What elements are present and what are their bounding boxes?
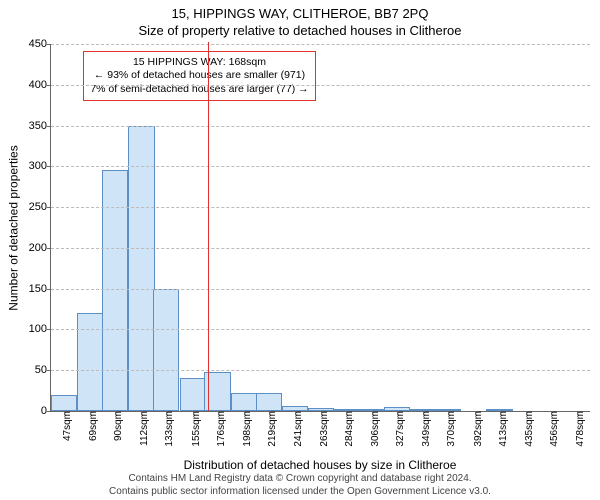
gridline [51, 370, 590, 371]
x-tick: 349sqm [421, 411, 432, 447]
x-tick: 263sqm [319, 411, 330, 447]
x-tick-mark [218, 411, 219, 415]
y-axis-label: Number of detached properties [6, 44, 22, 412]
annotation-line: 15 HIPPINGS WAY: 168sqm [90, 56, 308, 69]
bar [51, 395, 77, 411]
x-tick: 284sqm [344, 411, 355, 447]
bar [256, 393, 282, 411]
x-tick-mark [346, 411, 347, 415]
x-tick: 69sqm [88, 411, 99, 441]
x-tick-mark [269, 411, 270, 415]
gridline [51, 166, 590, 167]
x-axis-label: Distribution of detached houses by size … [50, 458, 590, 472]
x-tick-mark [397, 411, 398, 415]
bar [128, 126, 154, 411]
y-tick: 450 [17, 38, 47, 50]
x-tick: 133sqm [164, 411, 175, 447]
x-tick: 456sqm [549, 411, 560, 447]
x-tick: 112sqm [139, 411, 150, 446]
gridline [51, 85, 590, 86]
x-tick-mark [526, 411, 527, 415]
y-tick: 50 [17, 364, 47, 376]
x-tick-mark [577, 411, 578, 415]
x-tick-mark [193, 411, 194, 415]
bar [231, 393, 257, 411]
x-tick: 90sqm [113, 411, 124, 441]
x-tick: 413sqm [498, 411, 509, 447]
page-subtitle: Size of property relative to detached ho… [0, 21, 600, 38]
x-tick-mark [475, 411, 476, 415]
y-tick: 350 [17, 120, 47, 132]
x-tick-mark [64, 411, 65, 415]
x-tick: 219sqm [267, 411, 278, 447]
x-tick-mark [244, 411, 245, 415]
x-tick-mark [448, 411, 449, 415]
footer-line: Contains public sector information licen… [0, 486, 600, 499]
footer: Contains HM Land Registry data © Crown c… [0, 473, 600, 498]
gridline [51, 44, 590, 45]
x-tick-mark [295, 411, 296, 415]
marker-line [208, 42, 209, 411]
annotation-box: 15 HIPPINGS WAY: 168sqm← 93% of detached… [83, 51, 315, 100]
x-tick: 155sqm [191, 411, 202, 447]
page-title: 15, HIPPINGS WAY, CLITHEROE, BB7 2PQ [0, 0, 600, 21]
x-tick: 198sqm [242, 411, 253, 447]
gridline [51, 289, 590, 290]
x-tick: 478sqm [575, 411, 586, 447]
x-tick-mark [372, 411, 373, 415]
x-tick-mark [500, 411, 501, 415]
x-tick: 176sqm [216, 411, 227, 447]
gridline [51, 126, 590, 127]
y-tick: 400 [17, 79, 47, 91]
y-tick: 300 [17, 160, 47, 172]
chart-area: 15 HIPPINGS WAY: 168sqm← 93% of detached… [50, 44, 590, 412]
x-tick: 241sqm [293, 411, 304, 447]
x-tick-mark [551, 411, 552, 415]
y-tick: 250 [17, 201, 47, 213]
x-tick-mark [141, 411, 142, 415]
x-tick: 370sqm [446, 411, 457, 447]
annotation-line: ← 93% of detached houses are smaller (97… [90, 69, 308, 82]
x-tick-mark [90, 411, 91, 415]
gridline [51, 248, 590, 249]
x-tick: 327sqm [395, 411, 406, 447]
x-tick-mark [166, 411, 167, 415]
x-tick: 306sqm [370, 411, 381, 447]
x-tick-mark [321, 411, 322, 415]
gridline [51, 207, 590, 208]
bar [153, 289, 179, 411]
y-tick: 200 [17, 242, 47, 254]
y-tick: 0 [17, 405, 47, 417]
x-tick-mark [115, 411, 116, 415]
x-tick: 392sqm [473, 411, 484, 447]
x-tick: 47sqm [62, 411, 73, 441]
x-tick-mark [423, 411, 424, 415]
gridline [51, 329, 590, 330]
bar [77, 313, 103, 411]
x-tick: 435sqm [524, 411, 535, 447]
y-tick: 100 [17, 323, 47, 335]
plot-region: 15 HIPPINGS WAY: 168sqm← 93% of detached… [50, 44, 590, 412]
bar [180, 378, 206, 411]
y-tick: 150 [17, 283, 47, 295]
footer-line: Contains HM Land Registry data © Crown c… [0, 473, 600, 486]
